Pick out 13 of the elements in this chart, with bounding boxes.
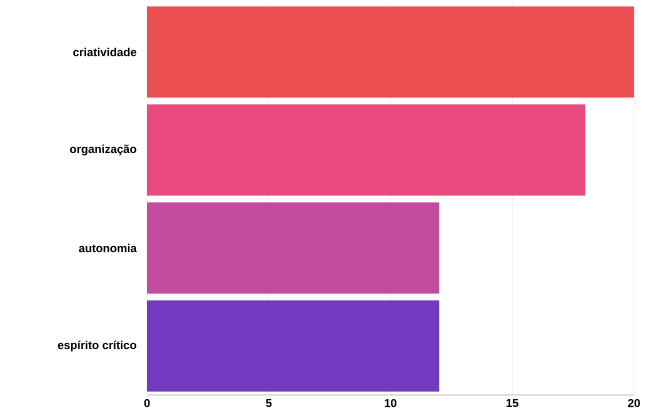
y-tick-label: criatividade (73, 48, 136, 56)
x-tick-label: 5 (266, 399, 272, 408)
y-tick-label: espírito crítico (58, 340, 136, 352)
y-tick-label: autonomia (78, 244, 137, 252)
x-tick-label: 15 (506, 399, 518, 408)
bar (147, 6, 634, 98)
bar (147, 104, 586, 196)
x-tick-label: 20 (628, 399, 640, 408)
bar (147, 202, 440, 294)
x-tick-label: 10 (384, 399, 396, 408)
y-tick-label: organização (70, 144, 136, 156)
bar (147, 300, 440, 392)
x-tick-label: 0 (144, 399, 150, 408)
